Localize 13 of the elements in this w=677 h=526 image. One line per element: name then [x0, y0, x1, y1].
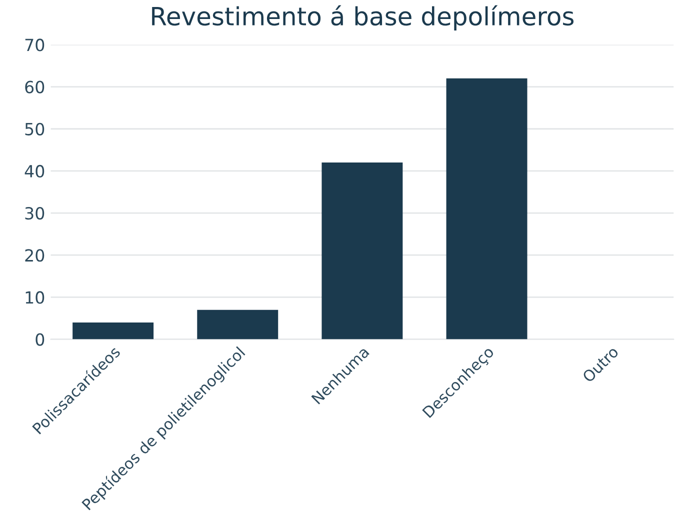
bar	[197, 310, 278, 340]
y-tick-label: 50	[25, 122, 44, 136]
bar	[72, 322, 154, 340]
y-tick-label: 40	[24, 164, 44, 178]
y-tick-label: 60	[25, 80, 44, 94]
y-tick-label: 30	[25, 206, 44, 220]
y-tick-label: 10	[26, 291, 44, 304]
bar	[322, 162, 403, 340]
chart-title: Revestimento á base depolímeros	[152, 5, 574, 30]
y-tick-label: 0	[36, 333, 44, 346]
y-tick-label: 70	[25, 38, 44, 52]
bar	[446, 78, 528, 340]
y-tick-label: 20	[25, 249, 44, 262]
